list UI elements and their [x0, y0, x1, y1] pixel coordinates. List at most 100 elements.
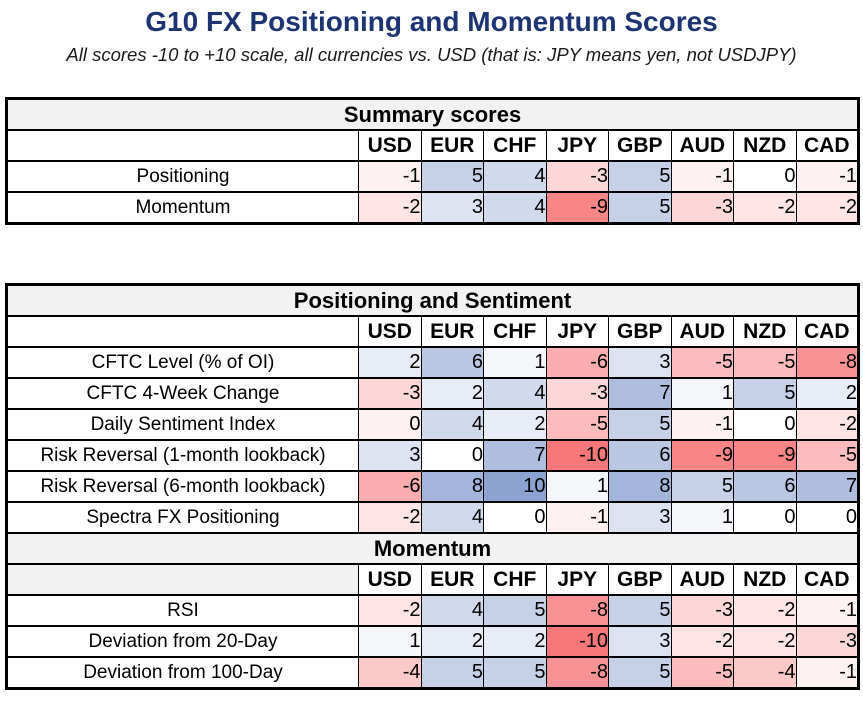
score-cell: 8: [420, 470, 484, 503]
column-header-usd: USD: [358, 563, 422, 596]
score-cell: -9: [733, 439, 797, 472]
score-cell: -2: [358, 191, 422, 225]
table-row: RSI -2 4 5 -8 5 -3 -2 -1: [6, 594, 860, 627]
score-cell: 0: [358, 408, 422, 441]
score-cell: 7: [795, 470, 860, 503]
header-corner-cell: [6, 129, 359, 162]
score-cell: 3: [608, 501, 672, 534]
column-header-eur: EUR: [420, 129, 484, 162]
score-cell: 4: [420, 594, 484, 627]
summary-scores-table: Summary scores USD EUR CHF JPY GBP AUD NZD CAD Po…: [5, 97, 861, 225]
score-cell: 1: [670, 377, 734, 410]
score-cell: 1: [670, 501, 734, 534]
score-cell: 2: [483, 408, 547, 441]
score-cell: -2: [670, 625, 734, 658]
score-cell: 1: [545, 470, 609, 503]
score-cell: 2: [420, 377, 484, 410]
column-header-jpy: JPY: [545, 129, 609, 162]
column-header-chf: CHF: [483, 315, 547, 348]
score-cell: 6: [420, 346, 484, 379]
section-title: Positioning and Sentiment: [5, 283, 860, 317]
table-row: Positioning -1 5 4 -3 5 -1 0 -1: [6, 160, 860, 193]
score-cell: 6: [733, 470, 797, 503]
score-cell: -6: [545, 346, 609, 379]
score-cell: 5: [420, 656, 484, 690]
score-cell: 4: [483, 377, 547, 410]
score-cell: -5: [670, 656, 734, 690]
score-cell: 5: [608, 408, 672, 441]
score-cell: -8: [545, 594, 609, 627]
score-cell: 5: [483, 594, 547, 627]
score-cell: -1: [670, 160, 734, 193]
positioning-momentum-table: Positioning and Sentiment USD EUR CHF JPY GBP…: [5, 283, 861, 690]
score-cell: 5: [420, 160, 484, 193]
score-cell: 0: [733, 501, 797, 534]
column-header-gbp: GBP: [608, 129, 672, 162]
score-cell: 1: [358, 625, 422, 658]
table-row: Spectra FX Positioning -2 4 0 -1 3 1 0 0: [6, 501, 860, 534]
column-header-gbp: GBP: [608, 563, 672, 596]
row-label: RSI: [6, 594, 359, 627]
column-header-gbp: GBP: [608, 315, 672, 348]
column-header-eur: EUR: [420, 315, 484, 348]
score-cell: -1: [670, 408, 734, 441]
column-header-aud: AUD: [670, 563, 734, 596]
column-header-chf: CHF: [483, 129, 547, 162]
column-header-cad: CAD: [795, 315, 860, 348]
score-cell: 2: [795, 377, 860, 410]
score-cell: -2: [733, 594, 797, 627]
score-cell: 4: [483, 160, 547, 193]
column-header-nzd: NZD: [733, 563, 797, 596]
column-header-chf: CHF: [483, 563, 547, 596]
score-cell: -10: [545, 625, 609, 658]
score-cell: 5: [483, 656, 547, 690]
page-subtitle: All scores -10 to +10 scale, all currenc…: [66, 44, 797, 65]
score-cell: -8: [795, 346, 860, 379]
score-cell: -2: [733, 625, 797, 658]
score-cell: 6: [608, 439, 672, 472]
score-cell: 7: [483, 439, 547, 472]
currency-header-row: USD EUR CHF JPY GBP AUD NZD CAD: [6, 129, 860, 162]
row-label: CFTC 4-Week Change: [6, 377, 359, 410]
row-label: Positioning: [6, 160, 359, 193]
score-cell: 5: [608, 160, 672, 193]
column-header-nzd: NZD: [733, 315, 797, 348]
score-cell: 2: [420, 625, 484, 658]
score-cell: 3: [420, 191, 484, 225]
score-cell: -5: [795, 439, 860, 472]
score-cell: -5: [733, 346, 797, 379]
score-cell: -10: [545, 439, 609, 472]
score-cell: 1: [483, 346, 547, 379]
score-cell: -5: [545, 408, 609, 441]
column-header-cad: CAD: [795, 129, 860, 162]
column-header-nzd: NZD: [733, 129, 797, 162]
table-row: Momentum -2 3 4 -9 5 -3 -2 -2: [6, 191, 860, 225]
score-cell: 8: [608, 470, 672, 503]
score-cell: -9: [670, 439, 734, 472]
column-header-usd: USD: [358, 315, 422, 348]
page-title: G10 FX Positioning and Momentum Scores: [145, 6, 718, 37]
score-cell: -1: [795, 160, 860, 193]
score-cell: -4: [358, 656, 422, 690]
header-corner-cell: [6, 563, 359, 596]
table-row: CFTC Level (% of OI) 2 6 1 -6 3 -5 -5 -8: [6, 346, 860, 379]
row-label: Spectra FX Positioning: [6, 501, 359, 534]
section-title: Momentum: [5, 532, 860, 565]
score-cell: -9: [545, 191, 609, 225]
row-label: CFTC Level (% of OI): [6, 346, 359, 379]
score-cell: 4: [420, 501, 484, 534]
score-cell: 4: [420, 408, 484, 441]
table-row: CFTC 4-Week Change -3 2 4 -3 7 1 5 2: [6, 377, 860, 410]
score-cell: -1: [358, 160, 422, 193]
row-label: Deviation from 100-Day: [6, 656, 359, 690]
score-cell: 5: [670, 470, 734, 503]
score-cell: 5: [608, 594, 672, 627]
row-label: Daily Sentiment Index: [6, 408, 359, 441]
score-cell: -2: [795, 408, 860, 441]
score-cell: 5: [608, 656, 672, 690]
row-label: Deviation from 20-Day: [6, 625, 359, 658]
score-cell: 3: [608, 346, 672, 379]
header-corner-cell: [6, 315, 359, 348]
score-cell: -3: [670, 594, 734, 627]
